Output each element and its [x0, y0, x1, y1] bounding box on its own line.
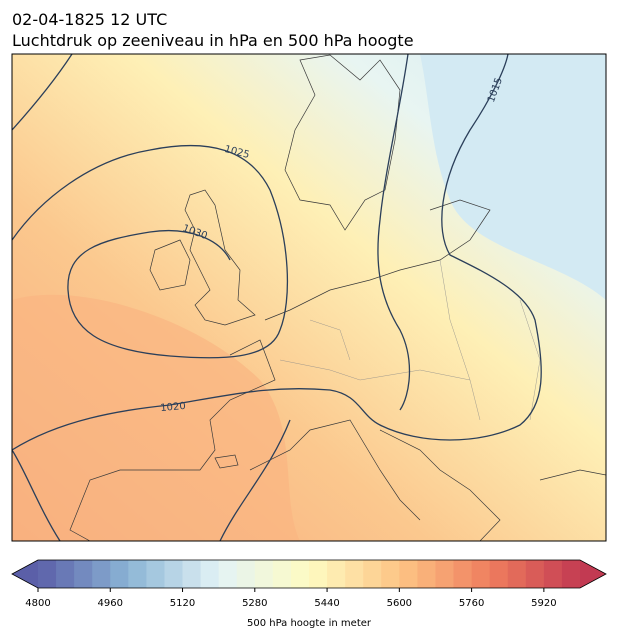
colorbar-segment: [254, 560, 274, 588]
colorbar-segment: [164, 560, 184, 588]
colorbar-tick-label: 5120: [170, 598, 195, 609]
colorbar-segment: [327, 560, 346, 588]
colorbar-tick-label: 5600: [387, 598, 412, 609]
title: 02-04-1825 12 UTC: [12, 10, 167, 29]
colorbar-segment: [471, 560, 491, 588]
map: [12, 54, 606, 541]
colorbar-segment: [56, 560, 75, 588]
colorbar-segment: [218, 560, 238, 588]
colorbar-segment: [507, 560, 527, 588]
colorbar-segment: [110, 560, 129, 588]
colorbar-segment: [363, 560, 382, 588]
isobar: [12, 419, 291, 541]
colorbar-tick-label: 5440: [314, 598, 339, 609]
colorbar-tick-label: 5280: [242, 598, 267, 609]
coastline: [284, 54, 401, 231]
colorbar-segment: [345, 560, 364, 588]
colorbar-segment: [381, 560, 400, 588]
coastline: [69, 199, 606, 541]
colorbar-segment: [128, 560, 147, 588]
colorbar-tick-label: 5920: [531, 598, 556, 609]
coastline: [214, 454, 239, 469]
colorbar-segment: [200, 560, 220, 588]
colorbar-frame: [11, 559, 607, 589]
colorbar-segment: [309, 560, 328, 588]
colorbar-segment: [182, 560, 202, 588]
colorbar-segment: [453, 560, 473, 588]
isobar: [67, 230, 231, 357]
colorbar-segment: [435, 560, 455, 588]
isobar: [377, 54, 411, 411]
colorbar-segment: [489, 560, 509, 588]
colorbar-segment: [92, 560, 111, 588]
colorbar-segment: [146, 560, 165, 588]
colorbar-segment: [561, 560, 581, 588]
colorbar-tick-label: 5760: [459, 598, 484, 609]
colorbar-tick-label: 4800: [25, 598, 50, 609]
coastline: [149, 239, 191, 291]
colorbar-segment: [290, 560, 310, 588]
height-field: [420, 54, 606, 300]
colorbar-segment: [417, 560, 436, 588]
isobar: [12, 54, 542, 451]
isobar: [12, 54, 73, 131]
colorbar: 4800 4960 5120 5280 5440 5600 5760 5920: [11, 559, 607, 609]
subtitle: Luchtdruk op zeeniveau in hPa en 500 hPa…: [12, 31, 414, 50]
coastline: [184, 189, 256, 326]
colorbar-label: 500 hPa hoogte in meter: [247, 618, 372, 629]
border: [279, 259, 541, 421]
map-frame: [11, 53, 607, 542]
colorbar-segment: [272, 560, 292, 588]
colorbar-segment: [74, 560, 93, 588]
colorbar-extend: [12, 560, 38, 588]
colorbar-segment: [38, 560, 57, 588]
colorbar-extend: [580, 560, 606, 588]
isobar-label: 1020: [160, 401, 186, 414]
colorbar-segment: [399, 560, 418, 588]
colorbar-segment: [236, 560, 256, 588]
colorbar-segment: [525, 560, 545, 588]
colorbar-tick-label: 4960: [98, 598, 123, 609]
colorbar-segment: [543, 560, 563, 588]
height-field: [12, 294, 300, 541]
isobar: [12, 144, 289, 359]
